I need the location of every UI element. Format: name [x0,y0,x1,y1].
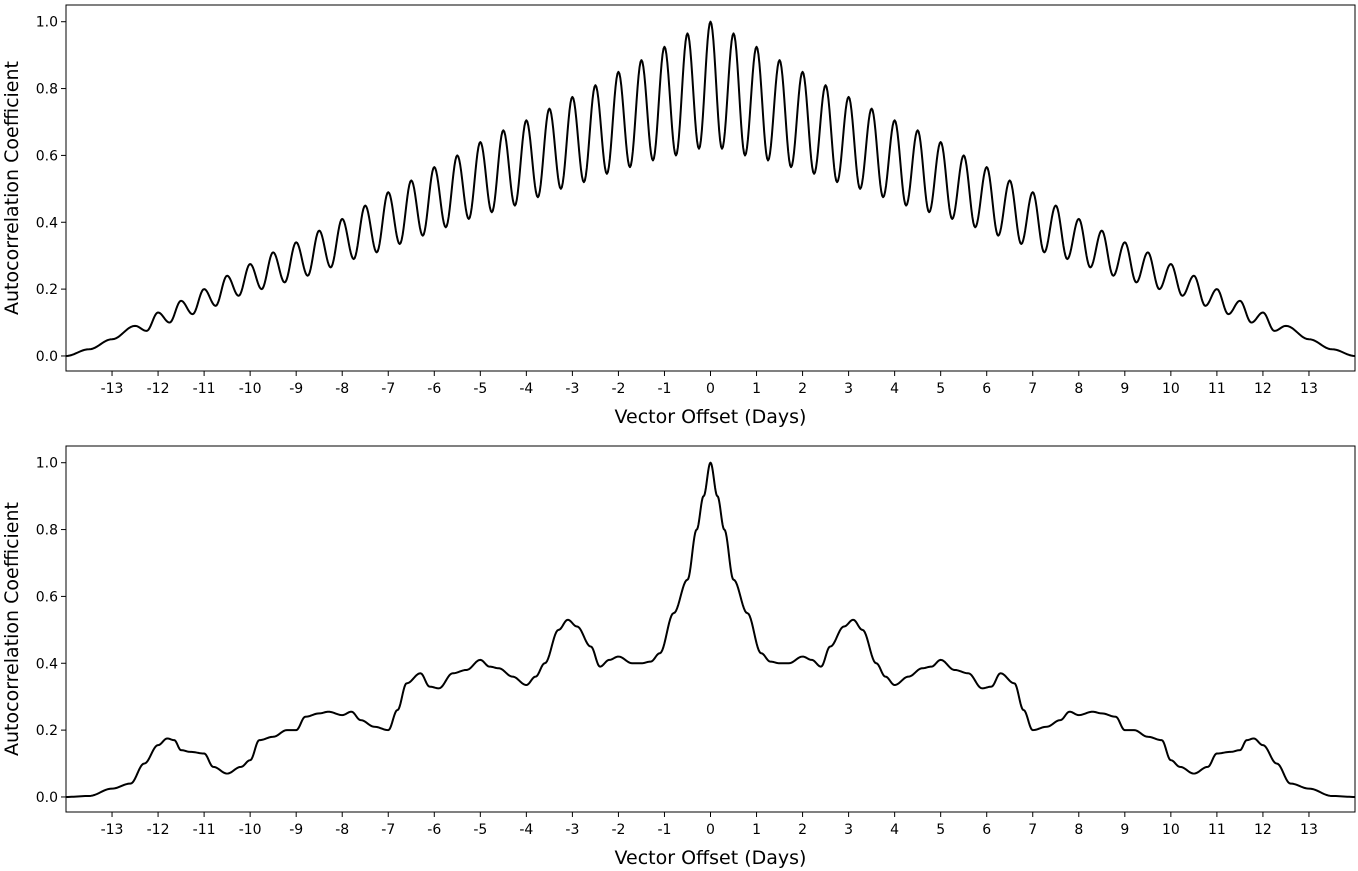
x-tick-label: -11 [193,822,216,838]
y-tick-label: 0.4 [36,215,58,231]
x-tick-label: 4 [890,381,899,397]
x-tick-label: 11 [1208,822,1226,838]
x-tick-label: 3 [844,381,853,397]
x-tick-label: 13 [1300,381,1318,397]
x-tick-label: -7 [381,381,395,397]
x-tick-label: 9 [1120,822,1129,838]
x-tick-label: 2 [798,822,807,838]
x-tick-label: 6 [982,381,991,397]
x-tick-label: -7 [381,822,395,838]
x-tick-label: 8 [1074,381,1083,397]
x-tick-label: 0 [706,381,715,397]
x-tick-label: 8 [1074,822,1083,838]
x-tick-label: 7 [1028,381,1037,397]
x-tick-label: -4 [519,822,533,838]
x-axis-label: Vector Offset (Days) [615,847,807,869]
x-tick-label: -3 [565,822,579,838]
chart-panel-2: -13 -12 -11 -10 -9 -8 -7 -6 -5 -4 -3 -2 -1 0 1 2 3 4 5 6 7 8 9… [1,445,1356,869]
x-tick-label: 3 [844,822,853,838]
x-tick-label: 0 [706,822,715,838]
series-line-1 [65,461,1356,798]
y-tick-label: 0.6 [36,148,58,164]
x-tick-label: 4 [890,822,899,838]
plot-frame [65,4,1356,372]
x-tick-label: 6 [982,822,991,838]
y-tick-label: 0.8 [36,523,58,539]
x-tick-label: -11 [193,381,216,397]
series-line-1 [65,20,1356,357]
x-tick-label: -2 [611,822,625,838]
x-tick-label: -10 [239,381,262,397]
x-tick-label: 10 [1162,822,1180,838]
x-tick-label: -6 [427,822,441,838]
x-tick-label: -8 [335,381,349,397]
x-tick-label: -1 [657,822,671,838]
y-tick-label: 0.0 [36,790,58,806]
x-tick-label: -2 [611,381,625,397]
y-tick-label: 0.2 [36,282,58,298]
x-axis-label: Vector Offset (Days) [615,406,807,428]
x-tick-label: -5 [473,822,487,838]
x-tick-label: 9 [1120,381,1129,397]
x-tick-label: 2 [798,381,807,397]
y-tick-label: 0.2 [36,723,58,739]
x-tick-label: -1 [657,381,671,397]
plot-frame [65,445,1356,813]
x-tick-label: -9 [289,822,303,838]
x-tick-label: -5 [473,381,487,397]
x-tick-label: 7 [1028,822,1037,838]
x-tick-label: 13 [1300,822,1318,838]
y-tick-label: 1.0 [36,15,58,31]
x-tick-label: 1 [752,822,761,838]
x-tick-label: -6 [427,381,441,397]
x-tick-label: 5 [936,381,945,397]
x-tick-label: -13 [101,822,124,838]
x-tick-label: -13 [101,381,124,397]
x-tick-label: -3 [565,381,579,397]
x-tick-label: -12 [147,381,170,397]
y-tick-label: 0.8 [36,82,58,98]
x-tick-label: -10 [239,822,262,838]
x-tick-label: -4 [519,381,533,397]
y-tick-label: 0.4 [36,656,58,672]
chart-panel-1: -13 -12 -11 -10 -9 -8 -7 -6 -5 -4 -3 -2 -1 0 1 2 3 4 5 6 7 8 9… [1,4,1356,428]
x-tick-label: 1 [752,381,761,397]
x-tick-label: 11 [1208,381,1226,397]
x-tick-label: -9 [289,381,303,397]
y-tick-label: 1.0 [36,456,58,472]
x-tick-label: 12 [1254,381,1272,397]
x-tick-label: 12 [1254,822,1272,838]
x-tick-label: -8 [335,822,349,838]
x-tick-label: -12 [147,822,170,838]
y-axis-label: Autocorrelation Coefficient [1,61,23,315]
y-tick-label: 0.0 [36,349,58,365]
x-tick-label: 10 [1162,381,1180,397]
x-tick-label: 5 [936,822,945,838]
y-axis-label: Autocorrelation Coefficient [1,502,23,756]
y-tick-label: 0.6 [36,589,58,605]
